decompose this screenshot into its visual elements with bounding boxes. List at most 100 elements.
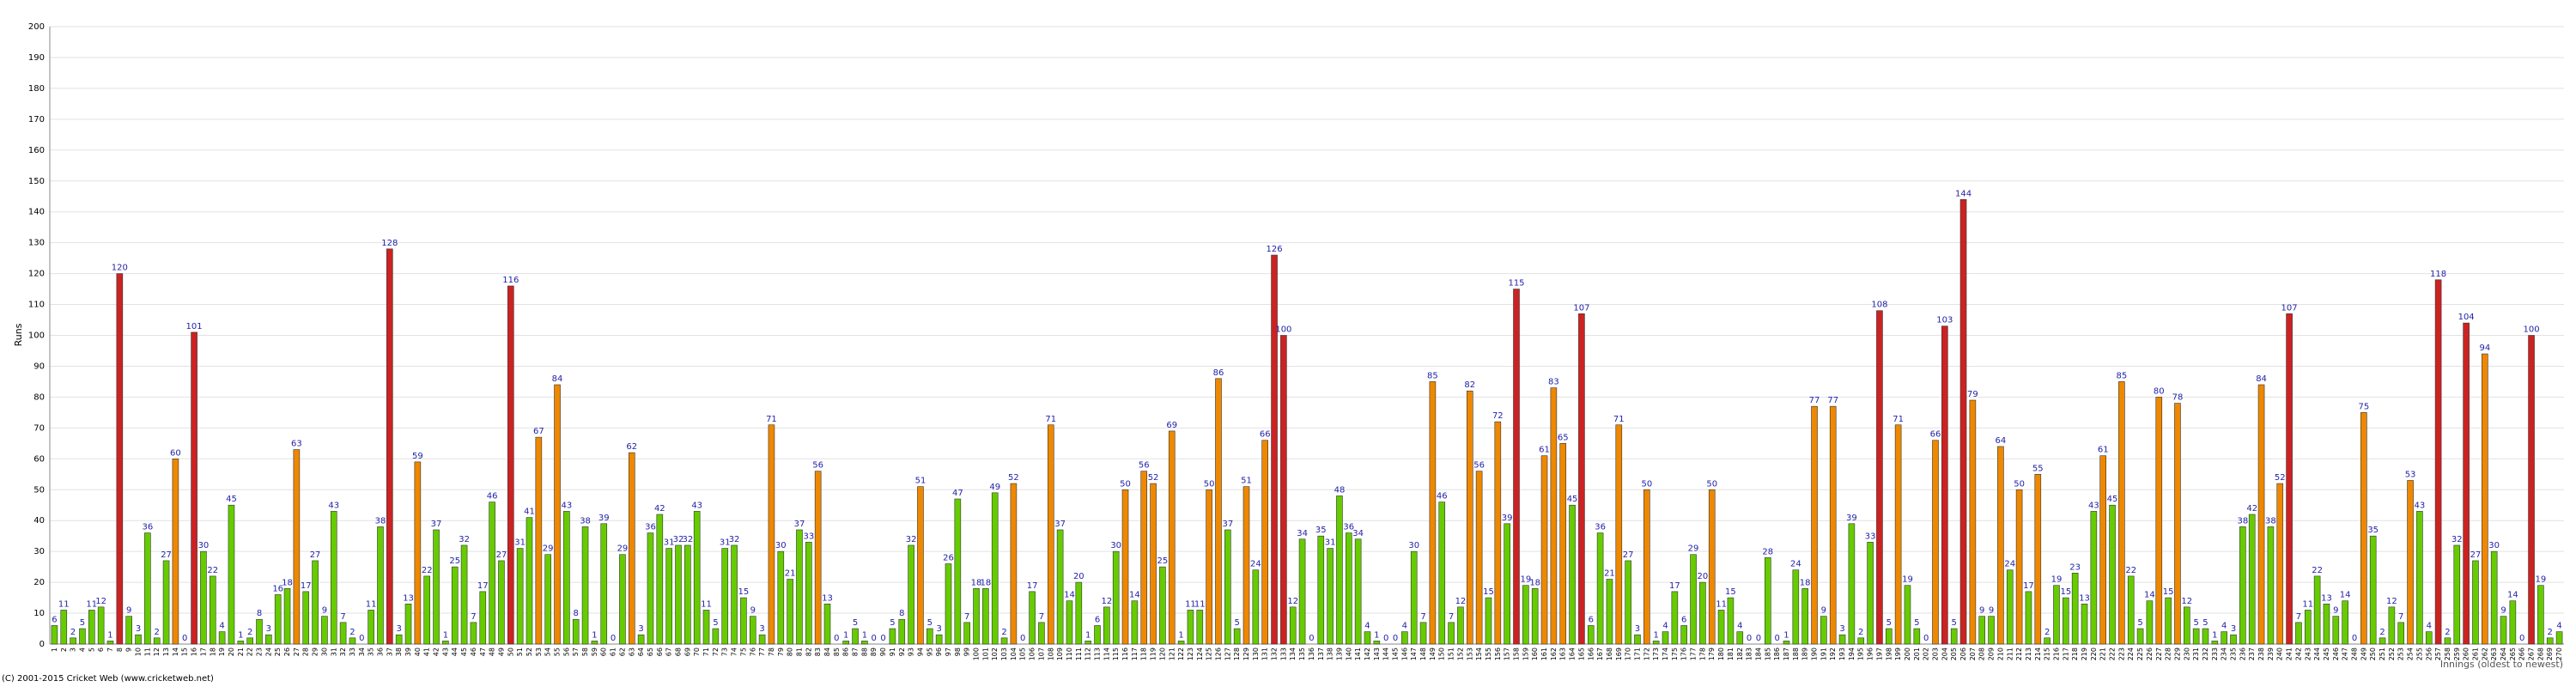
x-tick-label: 22: [246, 647, 254, 656]
value-label: 38: [2265, 516, 2276, 526]
bar: [600, 523, 608, 645]
x-tick-label: 87: [852, 647, 860, 656]
value-label: 86: [1213, 368, 1224, 378]
x-tick-label: 239: [2267, 647, 2275, 660]
footer: (C) 2001-2015 Cricket Web (www.cricketwe…: [2, 674, 214, 684]
bar: [312, 560, 319, 645]
x-tick-label: 184: [1754, 647, 1762, 660]
x-tick-label: 169: [1615, 647, 1623, 660]
bar: [796, 529, 803, 645]
y-tick-label: 140: [28, 208, 45, 217]
value-label: 72: [1492, 411, 1504, 421]
bar: [1504, 523, 1510, 645]
x-tick-label: 266: [2518, 647, 2526, 660]
x-tick-label: 207: [1969, 647, 1977, 660]
x-tick-label: 83: [814, 647, 822, 656]
x-tick-label: 226: [2146, 647, 2154, 660]
bar: [1727, 597, 1735, 645]
value-label: 17: [477, 581, 489, 591]
x-tick-label: 11: [143, 647, 151, 656]
bar: [973, 587, 980, 645]
x-tick-label: 78: [768, 647, 775, 656]
bar: [619, 554, 626, 645]
x-tick-label: 104: [1010, 647, 1018, 660]
bar: [2053, 585, 2060, 645]
bar: [898, 618, 906, 645]
y-tick-label: 110: [28, 301, 45, 310]
value-label: 19: [1520, 575, 1531, 585]
value-label: 13: [2321, 593, 2332, 603]
value-label: 108: [1871, 301, 1887, 310]
value-label: 39: [1846, 514, 1857, 523]
bar: [2555, 631, 2563, 645]
value-label: 8: [257, 609, 262, 618]
x-tick-label: 176: [1680, 647, 1688, 660]
value-label: 46: [1437, 492, 1448, 502]
x-tick-label: 158: [1513, 647, 1521, 660]
bar: [572, 618, 580, 645]
value-label: 15: [1483, 587, 1494, 597]
bar: [1410, 550, 1418, 645]
value-label: 30: [1408, 541, 1419, 550]
x-tick-label: 133: [1279, 647, 1287, 660]
bar: [749, 616, 756, 645]
x-tick-label: 204: [1941, 647, 1948, 660]
x-tick-label: 268: [2537, 647, 2544, 660]
bar: [2267, 526, 2275, 645]
value-label: 3: [2231, 624, 2236, 634]
x-tick-label: 130: [1252, 647, 1260, 660]
value-label: 8: [899, 609, 904, 618]
x-tick-label: 258: [2444, 647, 2451, 660]
value-label: 38: [2237, 516, 2248, 526]
value-label: 64: [1996, 436, 2007, 446]
value-label: 3: [638, 624, 643, 634]
value-label: 55: [2032, 464, 2044, 473]
bar: [1885, 628, 1893, 645]
x-tick-label: 231: [2192, 647, 2200, 660]
bar: [1271, 254, 1278, 645]
value-label: 3: [136, 624, 141, 634]
x-tick-label: 75: [739, 647, 747, 656]
bar: [293, 449, 301, 645]
value-label: 100: [1275, 325, 1291, 335]
bar: [1894, 424, 1902, 645]
value-label: 23: [2069, 562, 2081, 572]
x-tick-label: 88: [860, 647, 868, 656]
value-label: 21: [785, 569, 796, 579]
value-label: 43: [691, 501, 702, 510]
bar: [246, 637, 253, 645]
value-label: 0: [182, 634, 187, 643]
x-tick-label: 19: [218, 647, 226, 656]
y-tick-label: 170: [28, 115, 45, 125]
value-label: 31: [664, 538, 675, 548]
x-tick-label: 89: [870, 647, 878, 656]
bar: [1327, 548, 1334, 645]
x-tick-label: 255: [2415, 647, 2423, 660]
x-tick-label: 270: [2555, 647, 2563, 660]
x-tick-label: 23: [256, 647, 264, 656]
y-tick-label: 90: [33, 362, 45, 371]
x-tick-label: 119: [1150, 647, 1157, 660]
value-label: 50: [1204, 479, 1215, 489]
value-label: 1: [1085, 630, 1091, 640]
x-tick-label: 251: [2379, 647, 2386, 660]
bar: [377, 526, 384, 645]
y-tick-label: 130: [28, 239, 45, 248]
value-label: 144: [1955, 189, 1971, 198]
bar: [498, 560, 505, 645]
value-label: 5: [1914, 618, 1919, 628]
bar: [2369, 535, 2377, 645]
bar: [70, 637, 76, 645]
x-tick-label: 185: [1764, 647, 1771, 660]
bar: [1820, 616, 1827, 645]
bar: [116, 273, 124, 645]
x-tick-label: 174: [1662, 647, 1669, 660]
x-tick-label: 30: [320, 647, 328, 656]
value-label: 51: [915, 477, 927, 486]
value-label: 48: [1334, 485, 1346, 495]
x-tick-label: 31: [330, 647, 337, 656]
bar: [1206, 489, 1212, 645]
value-label: 1: [238, 630, 243, 640]
x-tick-label: 107: [1037, 647, 1045, 660]
